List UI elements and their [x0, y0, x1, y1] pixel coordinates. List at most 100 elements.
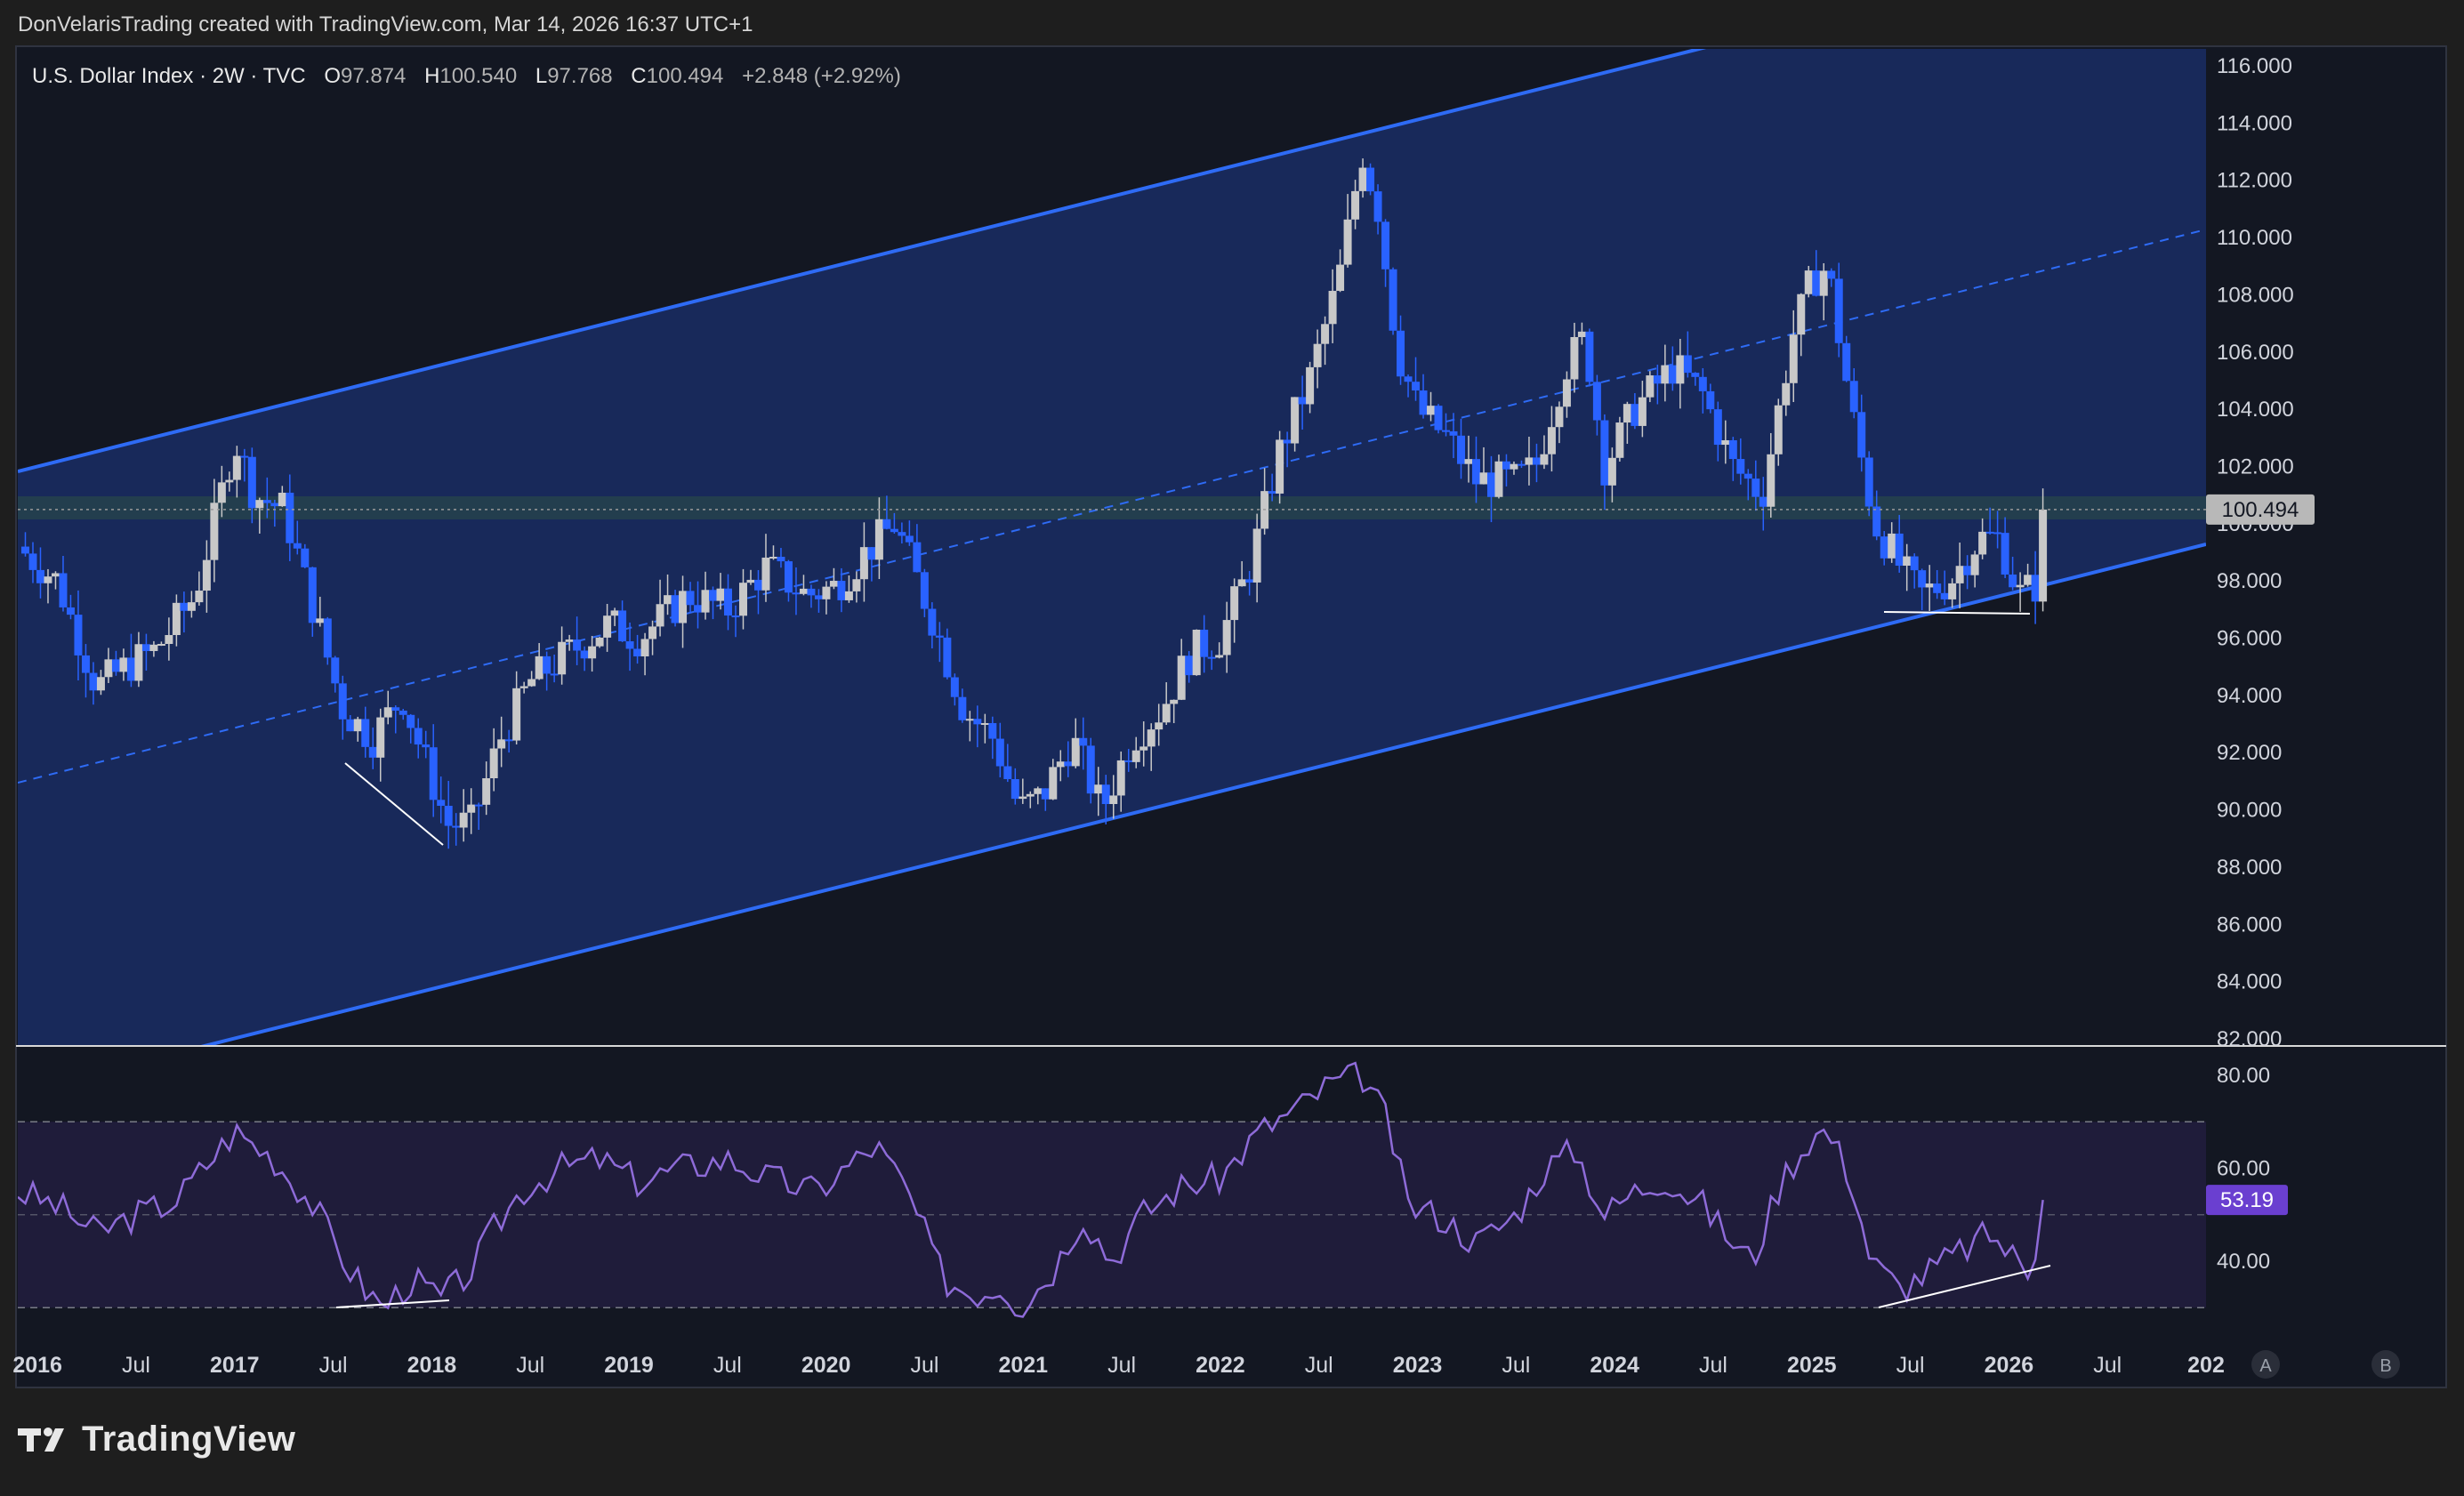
candle[interactable]: [610, 607, 619, 626]
candle[interactable]: [807, 584, 816, 608]
candle[interactable]: [1276, 430, 1284, 504]
candle[interactable]: [558, 626, 567, 685]
candle[interactable]: [1804, 265, 1813, 298]
candle[interactable]: [724, 574, 733, 631]
candle[interactable]: [1706, 383, 1715, 414]
candle[interactable]: [1343, 194, 1352, 268]
candle[interactable]: [1268, 473, 1276, 502]
candle[interactable]: [467, 788, 476, 834]
candle[interactable]: [1373, 184, 1382, 235]
candle[interactable]: [950, 673, 959, 706]
candle[interactable]: [784, 559, 793, 602]
candle[interactable]: [943, 628, 952, 680]
resistance-zone[interactable]: [18, 496, 2206, 519]
candle[interactable]: [1109, 775, 1118, 819]
candle[interactable]: [716, 573, 725, 610]
candle[interactable]: [1736, 438, 1745, 485]
candle[interactable]: [746, 569, 755, 585]
candle[interactable]: [1955, 543, 1964, 608]
candle[interactable]: [74, 590, 83, 681]
candle[interactable]: [1298, 375, 1307, 430]
candle[interactable]: [1925, 565, 1934, 611]
candle[interactable]: [399, 709, 407, 720]
candle[interactable]: [1389, 267, 1397, 335]
candle[interactable]: [217, 465, 226, 518]
candle[interactable]: [905, 520, 914, 546]
candle[interactable]: [1397, 315, 1405, 385]
candle[interactable]: [859, 522, 868, 602]
channel-upper-line[interactable]: [18, 0, 2206, 473]
rsi-line[interactable]: [18, 1061, 2044, 1318]
candle[interactable]: [1683, 331, 1692, 378]
candle[interactable]: [777, 548, 785, 568]
candle[interactable]: [255, 497, 264, 534]
candle[interactable]: [51, 571, 60, 590]
candle[interactable]: [504, 729, 513, 753]
candle[interactable]: [1471, 436, 1480, 503]
candle[interactable]: [2024, 563, 2033, 587]
candle[interactable]: [1041, 788, 1050, 811]
candle[interactable]: [1215, 642, 1224, 659]
candle[interactable]: [618, 600, 627, 642]
candle[interactable]: [414, 718, 423, 759]
support-line-2025[interactable]: [1883, 611, 2031, 615]
candle[interactable]: [882, 495, 891, 530]
candle[interactable]: [489, 728, 498, 792]
candle[interactable]: [1494, 454, 1503, 499]
candle[interactable]: [709, 586, 718, 620]
candle[interactable]: [1101, 775, 1110, 824]
candle[interactable]: [1985, 507, 1994, 535]
candle[interactable]: [278, 486, 286, 507]
candle[interactable]: [134, 631, 143, 688]
candle[interactable]: [1903, 543, 1912, 591]
candle[interactable]: [247, 447, 256, 524]
candle[interactable]: [595, 637, 604, 648]
candle[interactable]: [1547, 406, 1556, 472]
candle[interactable]: [1540, 435, 1549, 470]
candle[interactable]: [391, 704, 400, 734]
candle[interactable]: [1237, 560, 1246, 587]
candle[interactable]: [1562, 371, 1571, 418]
candle[interactable]: [852, 571, 861, 603]
candle[interactable]: [1479, 446, 1488, 485]
candle[interactable]: [20, 532, 29, 557]
candle[interactable]: [346, 714, 355, 732]
candle[interactable]: [837, 567, 846, 613]
candle[interactable]: [429, 724, 438, 817]
candle[interactable]: [1079, 717, 1088, 770]
candle[interactable]: [2016, 572, 2025, 612]
candle[interactable]: [1147, 723, 1156, 771]
candle[interactable]: [1011, 768, 1019, 805]
candle[interactable]: [814, 589, 823, 613]
candle[interactable]: [1502, 454, 1510, 487]
candle[interactable]: [459, 789, 468, 842]
candle[interactable]: [874, 497, 883, 580]
candle[interactable]: [761, 534, 770, 602]
candle[interactable]: [286, 474, 294, 561]
candle[interactable]: [588, 636, 597, 672]
candle[interactable]: [1849, 367, 1858, 419]
candle[interactable]: [1086, 737, 1095, 804]
candle[interactable]: [550, 654, 559, 683]
candle[interactable]: [1933, 569, 1942, 599]
candle[interactable]: [2039, 488, 2048, 612]
candle[interactable]: [1049, 759, 1058, 800]
candle[interactable]: [656, 579, 664, 637]
candle[interactable]: [1857, 394, 1866, 472]
auto-scale-button[interactable]: A: [2251, 1350, 2280, 1379]
candle[interactable]: [1321, 316, 1330, 366]
candle[interactable]: [1207, 650, 1216, 671]
candle[interactable]: [1442, 413, 1451, 437]
candle[interactable]: [1366, 163, 1375, 196]
time-axis[interactable]: 2016 Jul 2017 Jul 2018 Jul 2019 Jul 2020 Jul 2021 J…: [12, 1353, 2225, 1378]
candle[interactable]: [437, 776, 446, 824]
candle[interactable]: [565, 634, 574, 651]
candle[interactable]: [1978, 518, 1987, 559]
candle[interactable]: [1782, 370, 1791, 416]
candle[interactable]: [195, 571, 204, 606]
candle[interactable]: [1170, 699, 1179, 724]
candle[interactable]: [1192, 629, 1201, 676]
candle[interactable]: [361, 706, 370, 758]
candle[interactable]: [172, 594, 181, 647]
